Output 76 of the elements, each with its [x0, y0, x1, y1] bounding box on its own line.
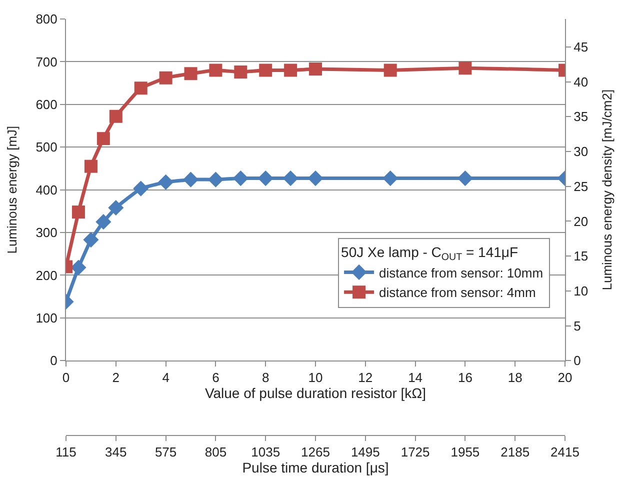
y-tick-label: 200	[36, 268, 58, 283]
point	[457, 170, 473, 186]
legend-label: distance from sensor: 10mm	[379, 265, 544, 280]
x-tick-label: 2	[112, 370, 120, 386]
point	[259, 64, 272, 77]
x2-axis-title: Pulse time duration [μs]	[242, 460, 389, 476]
y2-tick-label: 10	[574, 283, 588, 298]
x-tick-label: 18	[508, 370, 522, 386]
x-tick-label: 8	[262, 370, 270, 386]
legend-label: distance from sensor: 4mm	[379, 285, 536, 300]
y2-tick-label: 25	[574, 178, 588, 194]
y2-tick-label: 5	[574, 318, 581, 334]
x2-tick-label: 2415	[550, 444, 580, 460]
point	[96, 132, 110, 146]
y2-tick-label: 40	[574, 74, 588, 90]
y-axis-title: Luminous energy [mJ]	[4, 126, 20, 254]
point	[133, 180, 149, 196]
y-tick-label: 600	[36, 96, 58, 112]
x-tick-label: 20	[558, 370, 572, 386]
point	[308, 170, 324, 186]
y2-axis-title: Luminous energy density [mJ/cm2]	[600, 89, 615, 290]
x2-tick-label: 575	[154, 444, 177, 460]
y-tick-label: 500	[36, 140, 58, 155]
y-tick-label: 700	[36, 54, 58, 70]
point	[109, 110, 122, 123]
point	[458, 62, 472, 75]
x-tick-label: 12	[358, 370, 373, 386]
point	[382, 170, 398, 186]
point	[108, 200, 124, 216]
x2-tick-label: 115	[56, 444, 76, 460]
point	[208, 172, 224, 188]
point	[384, 64, 397, 77]
x-tick-label: 16	[458, 370, 472, 386]
point	[83, 232, 99, 248]
x2-tick-label: 1725	[400, 444, 430, 460]
point	[134, 82, 148, 95]
y-tick-label: 100	[36, 310, 58, 326]
y2-tick-label: 0	[574, 353, 581, 368]
x2-tick-label: 345	[105, 444, 127, 460]
point	[184, 67, 198, 80]
point	[158, 174, 174, 190]
point	[209, 64, 222, 77]
point	[232, 170, 248, 186]
point	[309, 62, 322, 76]
y-tick-label: 800	[36, 12, 58, 27]
point	[84, 160, 98, 173]
y2-tick-label: 30	[574, 144, 588, 160]
legend-title: 50J Xe lamp - C$_{OUT}$ = 141μF	[341, 244, 518, 264]
point	[182, 172, 199, 188]
y2-tick-label: 45	[574, 39, 588, 54]
x-tick-label: 10	[308, 370, 323, 386]
point	[284, 64, 298, 77]
y-tick-label: 300	[36, 225, 58, 240]
x-tick-label: 6	[212, 370, 220, 386]
x2-tick-label: 805	[204, 444, 227, 460]
x2-tick-label: 2185	[500, 444, 530, 460]
x-tick-label: 14	[408, 370, 423, 386]
y-tick-label: 400	[36, 182, 58, 198]
point	[234, 65, 248, 78]
point	[70, 260, 86, 276]
point	[96, 214, 112, 230]
x2-tick-label: 1495	[350, 444, 380, 460]
x2-tick-label: 1035	[251, 444, 280, 460]
x-axis-title: Value of pulse duration resistor [kΩ]	[204, 385, 426, 402]
point	[258, 170, 274, 186]
x-tick-label: 0	[62, 370, 70, 386]
y2-tick-label: 20	[574, 214, 588, 229]
point	[159, 71, 172, 84]
y2-tick-label: 35	[574, 109, 588, 124]
x2-tick-label: 1265	[301, 444, 330, 460]
y2-tick-label: 15	[574, 248, 588, 264]
point	[282, 170, 298, 186]
y-tick-label: 0	[50, 353, 58, 368]
x-tick-label: 4	[162, 370, 170, 386]
point	[72, 206, 85, 219]
x2-tick-label: 1955	[450, 444, 480, 460]
